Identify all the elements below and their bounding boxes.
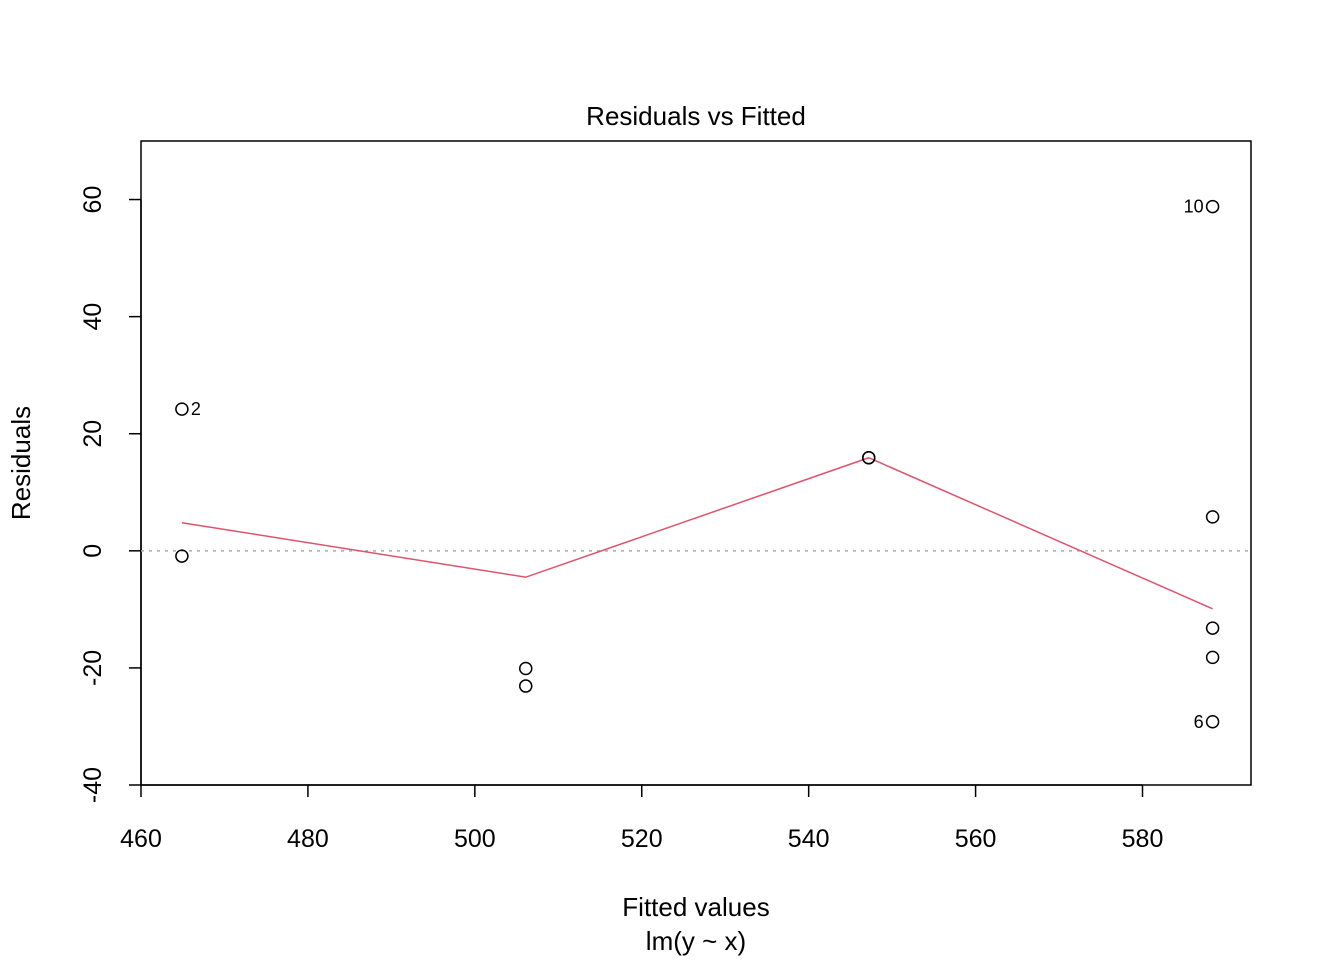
x-axis-label: Fitted values (622, 892, 769, 922)
data-point (1205, 650, 1220, 665)
y-axis-label: Residuals (6, 406, 36, 520)
plot-frame (140, 140, 1252, 786)
point-label: 2 (191, 399, 201, 419)
y-tick-label: 0 (79, 544, 107, 558)
y-tick-label: 40 (79, 303, 107, 331)
chart-subtitle: lm(y ~ x) (646, 926, 746, 956)
point-label: 6 (1194, 712, 1204, 732)
y-tick-label: -20 (79, 650, 107, 686)
points-layer: 2 10 6 (175, 197, 1220, 732)
data-point (862, 450, 876, 465)
x-tick-label: 540 (788, 825, 830, 853)
data-point (518, 679, 533, 693)
data-point (175, 402, 189, 416)
data-point (1205, 199, 1220, 214)
y-tick-label: 20 (79, 420, 107, 448)
data-point (175, 549, 189, 563)
data-point (1205, 715, 1220, 729)
x-tick-label: 460 (120, 825, 162, 853)
x-tick-label: 560 (955, 825, 997, 853)
data-point (518, 661, 533, 676)
data-point (1205, 621, 1220, 635)
y-tick-label: 60 (79, 186, 107, 214)
data-point (1205, 510, 1220, 524)
x-tick-label: 520 (621, 825, 663, 853)
x-tick-label: 480 (287, 825, 329, 853)
y-tick-label: -40 (79, 767, 107, 803)
y-axis: -40 -20 0 20 40 60 (79, 186, 142, 803)
x-tick-label: 500 (454, 825, 496, 853)
point-label: 10 (1184, 197, 1204, 217)
x-tick-label: 580 (1122, 825, 1164, 853)
smooth-line (181, 456, 1213, 610)
x-axis: 460 480 500 520 540 560 580 (120, 784, 1164, 853)
chart-title: Residuals vs Fitted (586, 101, 806, 131)
